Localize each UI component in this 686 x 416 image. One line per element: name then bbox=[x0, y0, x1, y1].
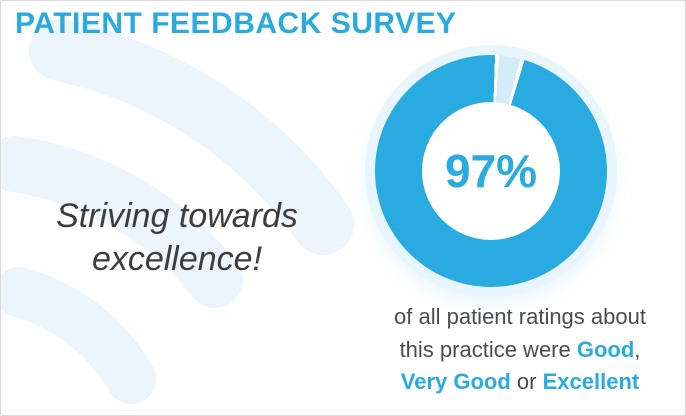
caption-line-3: Very Good or Excellent bbox=[357, 366, 683, 399]
donut-center-label: 97% bbox=[444, 145, 538, 197]
highlight-good: Good bbox=[576, 336, 635, 362]
highlight-very-good: Very Good bbox=[400, 369, 511, 395]
chart-caption: of all patient ratings about this practi… bbox=[357, 301, 683, 399]
tagline: Striving towards excellence! bbox=[1, 195, 353, 280]
page-title: PATIENT FEEDBACK SURVEY bbox=[15, 7, 457, 40]
highlight-excellent: Excellent bbox=[542, 369, 640, 395]
donut-chart: 97% bbox=[375, 55, 607, 287]
caption-text: this practice were bbox=[399, 336, 577, 362]
tagline-line-2: excellence! bbox=[91, 239, 263, 278]
caption-conjunction: or bbox=[510, 369, 543, 395]
tagline-line-1: Striving towards bbox=[56, 197, 298, 235]
caption-line-1: of all patient ratings about bbox=[357, 301, 683, 334]
caption-comma: , bbox=[634, 336, 641, 362]
caption-text: of all patient ratings about bbox=[394, 304, 646, 329]
arc-inner bbox=[1, 267, 156, 404]
donut-hole: 97% bbox=[422, 102, 560, 240]
caption-line-2: this practice were Good, bbox=[357, 334, 683, 367]
